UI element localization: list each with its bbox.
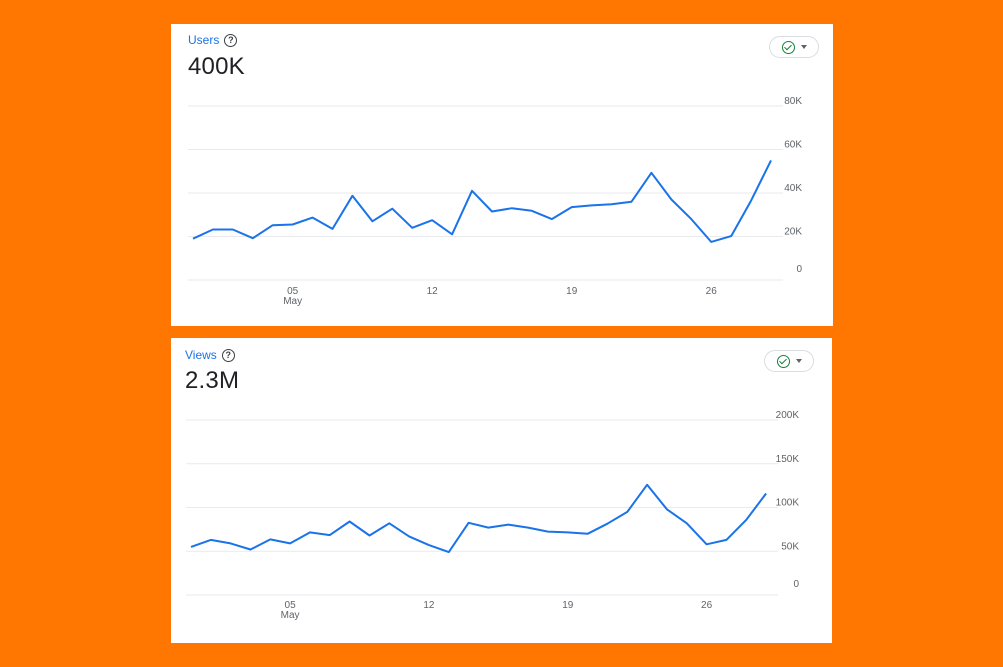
views-x-tick-label: 12 [423,600,435,611]
views-status-dropdown[interactable] [764,350,814,372]
views-x-tick-label: 19 [562,600,574,611]
views-y-tick-label: 150K [776,454,800,465]
users-card: Users ? 400K 0 20K 40K 60K 80K 05 May 12 19 26 [171,24,833,326]
users-y-tick-label: 60K [784,140,802,151]
users-y-tick-label: 0 [796,264,802,275]
views-card: Views ? 2.3M 0 50K 100K 150K 200K 05 May 12 19 26 [171,338,832,643]
views-y-tick-label: 50K [781,541,799,552]
users-y-tick-label: 80K [784,96,802,107]
views-x-tick-sublabel: May [281,610,300,621]
check-circle-icon [776,354,790,368]
users-y-tick-label: 20K [784,227,802,238]
views-y-tick-label: 200K [776,410,800,421]
users-series-line [192,159,772,243]
users-x-tick-label: 26 [706,286,718,297]
views-y-tick-label: 0 [793,579,799,590]
caret-down-icon [800,45,807,49]
metric-label-users: Users ? [188,33,238,47]
users-x-tick-label: 12 [427,286,439,297]
users-x-tick-sublabel: May [283,296,302,307]
caret-down-icon [795,359,802,363]
views-label-text: Views [185,348,217,362]
users-status-dropdown[interactable] [769,36,819,58]
views-series-line [190,483,767,554]
help-circle-icon[interactable]: ? [221,348,235,362]
views-y-tick-label: 100K [776,498,800,509]
views-total-value: 2.3M [185,367,240,394]
views-x-tick-label: 05 [285,600,297,611]
users-x-tick-label: 19 [566,286,578,297]
users-x-tick-label: 05 [287,286,299,297]
users-label-text: Users [188,33,220,47]
help-circle-icon[interactable]: ? [224,33,238,47]
check-circle-icon [781,40,795,54]
users-y-tick-label: 40K [784,183,802,194]
users-total-value: 400K [188,53,245,80]
metric-label-views: Views ? [185,348,235,362]
views-x-tick-label: 26 [701,600,713,611]
